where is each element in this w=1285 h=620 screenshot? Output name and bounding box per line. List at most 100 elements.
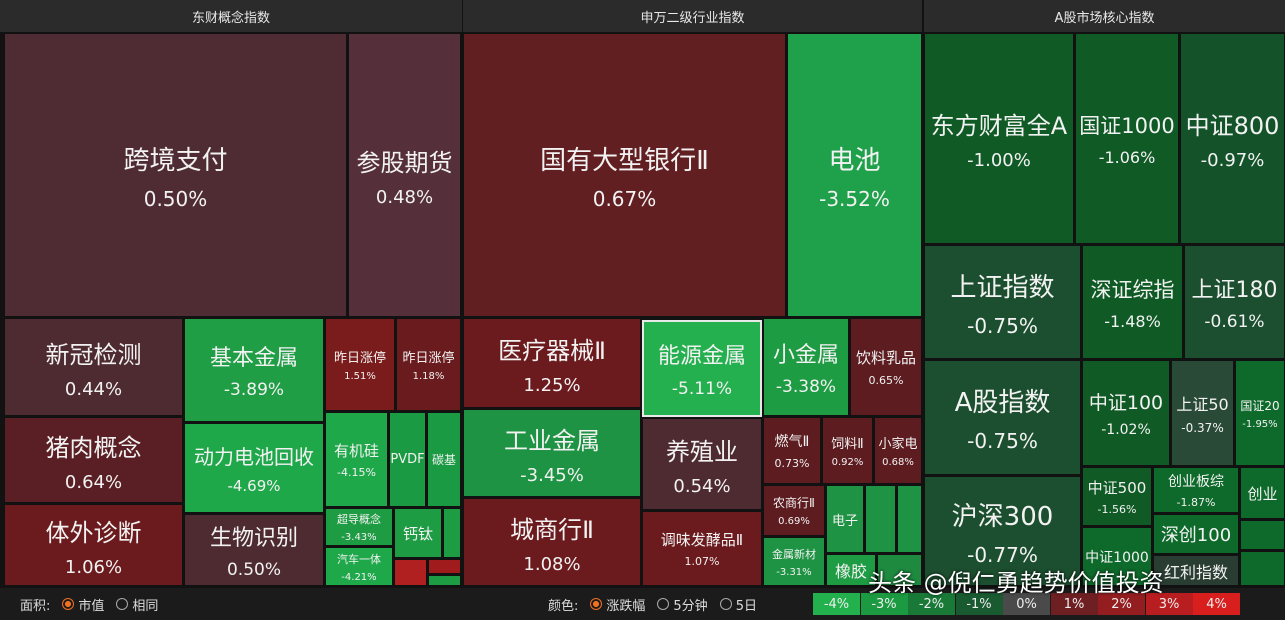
tile-name: 养殖业 [666, 437, 738, 466]
tile-change: -4.15% [337, 466, 376, 480]
tile-name: 猪肉概念 [45, 433, 142, 462]
tile-change: 0.54% [673, 475, 731, 497]
tile-name: 能源金属 [657, 344, 746, 370]
tile-name: 基本金属 [209, 345, 298, 371]
tile[interactable]: 动力电池回收 -4.69% [184, 423, 324, 513]
tile[interactable]: 创业 [1240, 467, 1285, 519]
tile[interactable]: 有机硅 -4.15% [325, 412, 388, 507]
tile[interactable]: 基本金属 -3.89% [184, 318, 324, 422]
tile[interactable]: 深创100 [1153, 514, 1239, 554]
tile[interactable]: 超导概念 -3.43% [325, 508, 393, 546]
tile-name: 橡胶 [834, 562, 867, 581]
option-text: 涨跌幅 [606, 598, 646, 614]
tile[interactable]: 上证180 -0.61% [1184, 245, 1285, 359]
tile-change: 0.64% [64, 471, 123, 493]
tile-name: 红利指数 [1163, 562, 1228, 582]
tile-change: -0.61% [1204, 312, 1265, 333]
tile-name: 超导概念 [337, 513, 381, 526]
tile[interactable]: 东方财富全A -1.00% [924, 33, 1074, 244]
tile[interactable]: 钙钛 [394, 508, 442, 558]
tile[interactable]: 能源金属 -5.11% [642, 320, 762, 417]
tile[interactable]: 国有大型银行Ⅱ 0.67% [463, 33, 786, 317]
legend-swatch: 0% [1003, 593, 1050, 615]
tile[interactable]: 中证800 -0.97% [1180, 33, 1285, 244]
tile[interactable]: 调味发酵品Ⅱ 1.07% [642, 511, 762, 586]
tile[interactable]: 红利指数 [1153, 555, 1239, 586]
tile[interactable]: 沪深300 -0.77% [924, 476, 1081, 586]
tile-change: -1.95% [1242, 418, 1278, 430]
tile[interactable]: 饮料乳品 0.65% [850, 318, 922, 416]
tile-change: -3.89% [223, 380, 285, 401]
tile[interactable]: 昨日涨停 1.51% [325, 318, 395, 411]
tile[interactable]: 创业板综 -1.87% [1153, 467, 1239, 513]
tile-name: 生物识别 [209, 525, 298, 551]
tile-name: A股指数 [954, 388, 1051, 418]
tile[interactable]: 碳基 [427, 412, 461, 507]
tile[interactable]: 农商行Ⅱ 0.69% [763, 485, 825, 536]
tile-change: -3.38% [775, 377, 837, 398]
tile-name: 电子 [831, 513, 858, 529]
tile-name: 中证800 [1185, 112, 1280, 140]
tile-name: 汽车一体 [337, 552, 381, 566]
tile[interactable]: 猪肉概念 0.64% [4, 417, 183, 503]
legend-swatch: -2% [908, 593, 955, 615]
legend-swatch: -4% [813, 593, 860, 615]
tile-change: 0.65% [868, 373, 904, 387]
tile-name: 国证1000 [1079, 114, 1175, 138]
tile-name: 小家电 [878, 437, 918, 452]
tile[interactable]: 城商行Ⅱ 1.08% [463, 498, 641, 586]
tile[interactable]: 金属新材 -3.31% [763, 537, 825, 586]
tile-change: -1.00% [967, 150, 1031, 171]
tile[interactable]: 上证50 -0.37% [1171, 360, 1234, 466]
tile-change: -1.02% [1101, 422, 1151, 438]
tile[interactable]: A股指数 -0.75% [924, 360, 1081, 475]
tile[interactable]: 深证综指 -1.48% [1082, 245, 1183, 359]
tile[interactable]: 燃气Ⅱ 0.73% [763, 417, 821, 484]
tile[interactable]: 跨境支付 0.50% [4, 33, 347, 317]
tile-name: 有机硅 [333, 441, 379, 460]
tile[interactable]: 国证20 -1.95% [1235, 360, 1285, 466]
tile-change: 0.48% [375, 186, 434, 208]
tile[interactable]: 上证指数 -0.75% [924, 245, 1081, 359]
legend-swatch: 1% [1050, 593, 1098, 615]
tile-change: -3.31% [776, 566, 812, 578]
tile-change: -4.69% [227, 477, 281, 496]
tile-change: -0.37% [1181, 421, 1224, 435]
tile[interactable]: 汽车一体 -4.21% [325, 547, 393, 586]
tile[interactable]: 医疗器械Ⅱ 1.25% [463, 318, 641, 408]
tile[interactable]: 小家电 0.68% [874, 417, 922, 484]
tile[interactable]: 中证100 -1.02% [1082, 360, 1170, 466]
tile-name: 上证指数 [950, 272, 1055, 303]
tile-change: 1.51% [344, 371, 376, 382]
tile-name: 中证500 [1087, 478, 1147, 497]
tile[interactable]: 参股期货 0.48% [348, 33, 461, 317]
color-option[interactable]: 5日 [719, 595, 757, 614]
tile[interactable]: 新冠检测 0.44% [4, 318, 183, 416]
panel-title: 申万二级行业指数 [463, 0, 922, 32]
color-option[interactable]: 涨跌幅 [590, 595, 645, 614]
tile-name: 农商行Ⅱ [773, 496, 815, 510]
tile[interactable]: 工业金属 -3.45% [463, 409, 641, 497]
tile-name: 燃气Ⅱ [774, 434, 810, 451]
tile[interactable]: PVDF [389, 412, 426, 507]
tile[interactable]: 养殖业 0.54% [642, 418, 762, 510]
tile[interactable]: 中证500 -1.56% [1082, 467, 1152, 526]
tile-change: -1.06% [1098, 148, 1156, 167]
tile-name: 工业金属 [504, 426, 600, 455]
tile[interactable]: 中证1000 [1082, 527, 1152, 586]
tile-change: 1.07% [684, 555, 720, 569]
color-option[interactable]: 5分钟 [657, 595, 708, 614]
tile[interactable]: 国证1000 -1.06% [1075, 33, 1179, 244]
tile[interactable]: 橡胶 [826, 554, 876, 586]
area-option[interactable]: 市值 [62, 595, 104, 614]
tile-name: 城商行Ⅱ [510, 515, 594, 544]
tile[interactable]: 体外诊断 1.06% [4, 504, 183, 586]
tile[interactable]: 生物识别 0.50% [184, 514, 324, 586]
tile[interactable]: 饲料Ⅱ 0.92% [822, 417, 873, 484]
tile[interactable]: 电池 -3.52% [787, 33, 922, 317]
area-option[interactable]: 相同 [116, 595, 158, 614]
tile[interactable]: 昨日涨停 1.18% [396, 318, 461, 411]
option-text: 5分钟 [673, 598, 708, 614]
tile[interactable]: 电子 [826, 485, 864, 553]
tile[interactable]: 小金属 -3.38% [763, 318, 849, 416]
